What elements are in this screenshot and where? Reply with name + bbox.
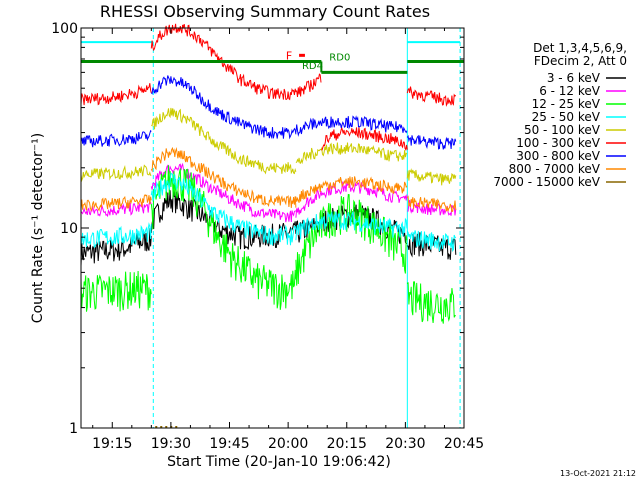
legend-header-1: FDecim 2, Att 0 xyxy=(534,54,627,68)
x-tick-label-5: 20:30 xyxy=(385,436,425,452)
x-tick-label-3: 20:00 xyxy=(268,436,308,452)
series-6 xyxy=(80,75,457,150)
x-tick-label-0: 19:15 xyxy=(92,436,132,452)
chart-title: RHESSI Observing Summary Count Rates xyxy=(100,2,430,21)
series-5-segment-2 xyxy=(321,125,408,151)
series-4-segment-1 xyxy=(151,107,297,175)
legend-label-7: 800 - 7000 keV xyxy=(509,162,601,176)
y-tick-label-0: 1 xyxy=(69,421,78,437)
axes-layer: 19:15 19:30 19:45 20:00 20:15 20:30 20:45 1 10 10… xyxy=(51,21,484,452)
legend-label-6: 300 - 800 keV xyxy=(516,149,600,163)
x-tick-label-2: 19:45 xyxy=(209,436,249,452)
legend: Det 1,3,4,5,6,9,FDecim 2, Att 0 3 - 6 keV… xyxy=(493,41,627,189)
series-5-segment-3 xyxy=(406,86,457,107)
y-tick-label-2: 100 xyxy=(51,21,78,37)
decimation-level xyxy=(81,59,464,74)
series-6-segment-0 xyxy=(80,129,152,148)
series-1-segment-2 xyxy=(295,180,408,218)
annotation-rd4: RD4 xyxy=(302,61,323,72)
series-7-segment-0 xyxy=(80,193,152,212)
series-1-segment-1 xyxy=(150,162,296,223)
x-tick-label-1: 19:30 xyxy=(151,436,191,452)
series-3-segment-2 xyxy=(295,210,408,241)
y-tick-label-1: 10 xyxy=(60,221,78,237)
series-4 xyxy=(80,107,457,186)
series-0-segment-0 xyxy=(80,228,152,267)
series-3-segment-0 xyxy=(80,222,152,248)
series-7-segment-3 xyxy=(406,195,457,212)
series-7 xyxy=(80,146,457,212)
legend-label-5: 100 - 300 keV xyxy=(516,136,600,150)
series-6-segment-3 xyxy=(406,134,457,150)
legend-label-8: 7000 - 15000 keV xyxy=(493,175,600,189)
series-4-segment-2 xyxy=(295,142,408,165)
annotation-rd0: RD0 xyxy=(329,52,350,63)
series-2-segment-3 xyxy=(406,281,456,324)
x-tick-label-4: 20:15 xyxy=(327,436,367,452)
data-layer: F RD0 RD4 xyxy=(80,23,464,428)
flare-label: F xyxy=(286,49,292,62)
legend-label-3: 25 - 50 keV xyxy=(532,110,601,124)
series-3 xyxy=(80,172,457,253)
series-5 xyxy=(80,23,457,151)
series-5-segment-1 xyxy=(150,23,322,101)
legend-label-4: 50 - 100 keV xyxy=(524,123,601,137)
generated-timestamp: 13-Oct-2021 21:12 xyxy=(560,469,636,478)
series-4-segment-3 xyxy=(406,168,457,186)
series-5-segment-0 xyxy=(80,83,152,106)
legend-label-2: 12 - 25 keV xyxy=(532,97,601,111)
x-tick-label-6: 20:45 xyxy=(444,436,484,452)
y-axis-label: Count Rate (s⁻¹ detector⁻¹) xyxy=(30,133,46,323)
series-7-segment-1 xyxy=(150,146,297,208)
x-axis-label: Start Time (20-Jan-10 19:06:42) xyxy=(167,454,391,470)
legend-label-0: 3 - 6 keV xyxy=(547,71,601,85)
series-6-segment-1 xyxy=(150,75,297,140)
legend-label-1: 6 - 12 keV xyxy=(539,84,601,98)
series-2-segment-2 xyxy=(295,193,408,286)
series-3-segment-3 xyxy=(406,230,457,253)
series-6-segment-2 xyxy=(295,115,408,137)
series-4-segment-0 xyxy=(80,164,152,183)
series-2-segment-0 xyxy=(80,270,152,312)
series-3-segment-1 xyxy=(150,172,297,246)
series-7-segment-2 xyxy=(295,176,408,203)
legend-header-0: Det 1,3,4,5,6,9, xyxy=(533,41,627,55)
